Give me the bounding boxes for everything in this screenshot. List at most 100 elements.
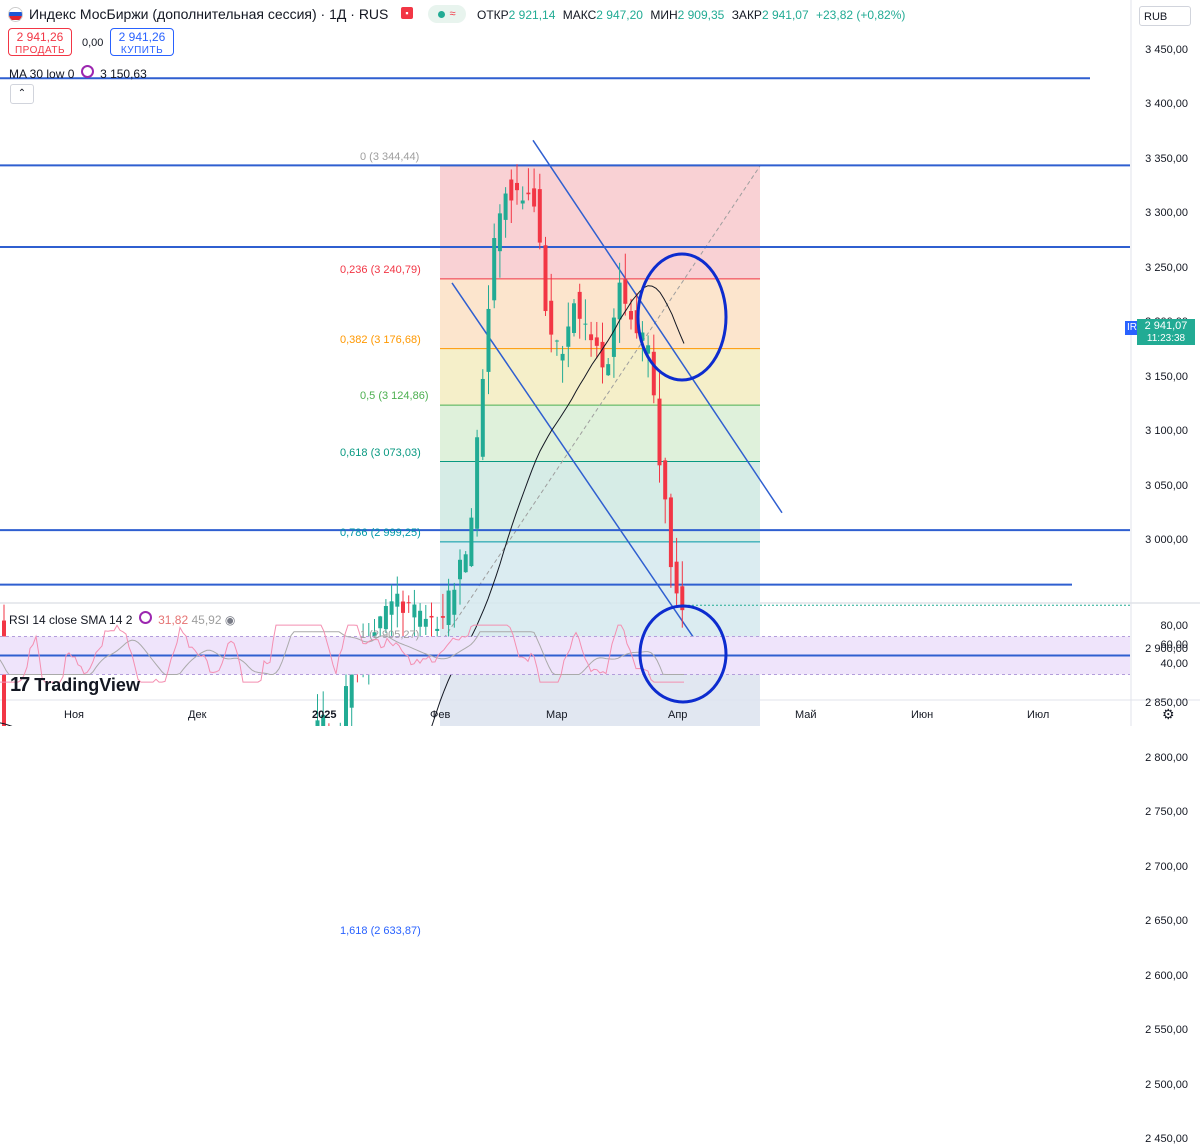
rsi-tick-label: 80,00 [1160,620,1188,632]
rsi-tick-label: 40,00 [1160,658,1188,670]
eye-icon[interactable]: ◉ [224,613,236,627]
gear-icon[interactable]: ⚙ [1162,706,1175,722]
low-label: МИН [650,8,678,22]
candle-body [520,200,525,204]
price-tick-label: 2 750,00 [1145,806,1188,819]
tradingview-logo-icon: 17 [10,674,30,696]
candle-body [458,559,462,580]
high-label: МАКС [562,8,597,22]
rsi-settings-icon[interactable] [138,611,152,624]
low-value: 2 909,35 [677,8,725,22]
close-label: ЗАКР [731,8,762,22]
fib-zone [440,348,760,406]
tradingview-logo[interactable]: 17 TradingView [10,674,140,697]
fib-level-label: 1,618 (2 633,87) [340,924,421,937]
candle-body [395,593,400,607]
russia-flag-icon [8,6,23,22]
price-tick-label: 2 850,00 [1145,697,1188,710]
time-tick-label: Июн [911,709,934,721]
time-tick-label: Фев [430,709,451,721]
market-status-pill[interactable]: ≈ [428,5,466,23]
collapse-legend-button[interactable]: ⌃ [10,84,34,104]
price-tick-label: 3 150,00 [1145,370,1188,383]
candle-body [475,437,480,529]
candle-body [503,193,508,220]
symbol-title-text: Индекс МосБиржи (дополнительная сессия) … [29,6,389,22]
candle-body [509,179,514,201]
candle-body [583,323,588,325]
buy-button[interactable]: 2 941,26 КУПИТЬ [110,28,174,56]
candle-body [537,189,542,243]
candle-body [412,604,417,618]
candle-body [554,340,559,342]
time-tick-label: Дек [188,709,207,721]
symbol-title[interactable]: Индекс МосБиржи (дополнительная сессия) … [8,6,388,22]
fib-zone [440,541,760,645]
candle-body [452,589,457,615]
candle-body [651,351,656,396]
candle-body [594,337,599,346]
price-tick-label: 2 550,00 [1145,1024,1188,1037]
price-tick-label: 2 700,00 [1145,860,1188,873]
candle-body [492,238,497,301]
time-tick-label: Июл [1027,709,1050,721]
candle-body [389,601,394,615]
tradingview-logo-text: TradingView [34,675,140,695]
open-value: 2 921,14 [508,8,556,22]
chart-canvas[interactable] [0,0,1200,726]
fib-zone [440,165,760,279]
time-tick-label: Апр [668,709,688,721]
price-tick-label: 3 300,00 [1145,207,1188,220]
ma-legend[interactable]: MA 30 low 0 3 150,63 [9,65,147,81]
candle-body [349,667,354,708]
fib-level-label: 0,382 (3 176,68) [340,333,421,346]
channel-lower-line [451,282,703,651]
rsi-highlight-ellipse [638,604,728,704]
candle-body [589,334,594,341]
time-tick-label: Мар [546,709,568,721]
candle-body [577,291,582,319]
time-tick-label: Май [795,709,817,721]
candle-body [480,378,485,457]
candle-body [469,517,474,567]
candle-body [315,720,320,726]
price-tick-label: 3 000,00 [1145,534,1188,547]
candle-body [668,497,673,568]
last-price: 2 941,07 [1144,320,1188,332]
candle-body [423,618,428,627]
price-tick-label: 2 900,00 [1145,642,1188,655]
sell-label: ПРОДАТЬ [14,45,66,56]
ma-legend-label: MA 30 low 0 [9,67,75,81]
candle-body [657,398,662,466]
ohlc-readout: ОТКР2 921,14 МАКС2 947,20 МИН2 909,35 ЗА… [477,8,909,22]
currency-selector[interactable]: RUB [1139,6,1191,26]
rsi-sma-line [0,631,684,675]
fib-trend-line [439,165,761,645]
rsi-legend[interactable]: RSI 14 close SMA 14 2 31,82 45,92 ◉ [9,611,235,627]
price-tick-label: 3 100,00 [1145,425,1188,438]
candle-body [486,308,491,372]
ma-legend-value: 3 150,63 [100,67,147,81]
candle-body [401,601,405,613]
sell-price: 2 941,26 [16,30,64,44]
candle-body [623,279,628,304]
sell-button[interactable]: 2 941,26 ПРОДАТЬ [8,28,72,56]
candle-body [572,303,576,333]
candle-body [680,586,685,611]
spread-value: 0,00 [82,37,104,49]
price-tick-label: 2 600,00 [1145,969,1188,982]
price-tick-label: 2 800,00 [1145,751,1188,764]
fib-zone [440,461,760,542]
time-tick-label: Ноя [64,709,85,721]
candle-body [418,610,423,627]
flag-marker-icon[interactable]: ▪ [401,7,413,19]
last-price-tag: 2 941,07 11:23:38 [1137,319,1195,345]
buy-label: КУПИТЬ [120,45,164,56]
candle-body [617,282,622,320]
time-tick-label: 2025 [312,709,337,721]
price-tick-label: 3 400,00 [1145,98,1188,111]
indicator-settings-icon[interactable] [80,65,94,78]
channel-upper-line [532,139,783,514]
fib-level-label: 0,618 (3 073,03) [340,446,421,459]
change-value: +23,82 (+0,82%) [816,8,906,22]
